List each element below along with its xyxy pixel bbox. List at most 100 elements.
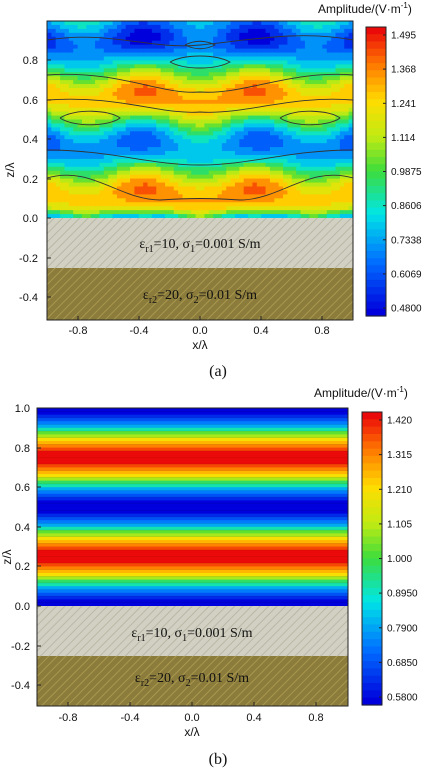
panel-b-y-ticks: 1.0 0.8 0.6 0.4 0.2 0.0 -0.2 -0.4	[11, 403, 41, 692]
panel-a-xtick: 0.0	[192, 325, 207, 337]
panel-a-colorbar-title: Amplitude/(V·m-1)	[318, 1, 412, 16]
panel-b-band	[37, 408, 348, 412]
panel-b-ytick: -0.2	[11, 641, 30, 653]
panel-b-colorbar-tick: 0.8950	[387, 589, 418, 600]
panel-b-ytick: 0.2	[15, 561, 30, 573]
panel-a-colorbar-tick: 0.7338	[391, 235, 422, 246]
panel-b-band	[37, 414, 348, 419]
panel-b-band	[37, 503, 348, 508]
panel-b-band	[37, 444, 348, 449]
panel-b-band	[37, 487, 348, 492]
panel-b-xtick: 0.8	[308, 712, 323, 724]
panel-b-band	[37, 490, 348, 495]
panel-b-band	[37, 513, 348, 518]
panel-a-contour-line	[47, 35, 353, 47]
panel-a-layer-2	[47, 268, 353, 320]
panel-a-layer-1-label: εr1=10, σ1=0.001 S/m	[139, 237, 260, 255]
panel-b-band	[37, 457, 348, 462]
panel-a-xtick: 0.4	[253, 325, 268, 337]
panel-a-xtick: -0.4	[130, 325, 149, 337]
panel-b-band	[37, 533, 348, 538]
panel-b-band	[37, 483, 348, 488]
panel-b-colorbar-tick: 1.105	[387, 519, 412, 530]
panel-a-ytick: -0.4	[19, 292, 38, 304]
panel-a-contour-line	[47, 98, 353, 113]
panel-a-colorbar: Amplitude/(V·m-1) 1.495 1.368 1.241 1.114 0.…	[318, 1, 422, 317]
panel-b-colorbar-tick: 1.420	[387, 416, 412, 427]
panel-b-band	[37, 470, 348, 475]
panel-b-band	[37, 467, 348, 472]
panel-a-contour-line	[184, 40, 217, 50]
panel-a-contour-line	[47, 73, 353, 93]
panel-b-colorbar-tick: 1.000	[387, 554, 412, 565]
panel-a-contour-line	[59, 110, 121, 126]
panel-b-colorbar: Amplitude/(V·m-1) 1.420 1.315 1.210 1.105 1.…	[314, 385, 418, 706]
panel-b-band	[37, 424, 348, 429]
panel-b-y-axis-label: z/λ	[0, 549, 14, 564]
panel-b-band	[37, 573, 348, 577]
panel-b-band	[37, 579, 348, 584]
panel-b-band	[37, 586, 348, 591]
panel-a: εr1=10, σ1=0.001 S/m εr2=20, σ2=0.01 S/m…	[3, 1, 422, 380]
panel-b-ytick: -0.4	[11, 680, 30, 692]
panel-b-band	[37, 437, 348, 442]
panel-b-layer-1	[37, 606, 348, 656]
panel-a-ytick: 0.4	[23, 134, 38, 146]
panel-b-band	[37, 549, 348, 554]
panel-b-field-map	[37, 408, 348, 606]
panel-b-x-axis-label: x/λ	[184, 725, 199, 739]
panel-a-colorbar-tick: 1.241	[391, 99, 416, 110]
panel-a-x-ticks: -0.8 -0.4 0.0 0.4 0.8	[69, 316, 330, 337]
panel-b-colorbar-tick: 0.7900	[387, 623, 418, 634]
panel-b: εr1=10, σ1=0.001 S/m εr2=20, σ2=0.01 S/m…	[0, 385, 418, 768]
panel-a-y-ticks: 0.8 0.6 0.4 0.2 0.0 -0.2 -0.4	[19, 55, 51, 304]
panel-b-colorbar-tick: 0.5800	[387, 693, 418, 704]
panel-b-layer-2-label: εr2=20, σ2=0.01 S/m	[135, 671, 249, 689]
panel-b-band	[37, 474, 348, 478]
panel-b-xtick: -0.8	[59, 712, 78, 724]
panel-b-band	[37, 411, 348, 416]
panel-a-ytick: 0.0	[23, 213, 38, 225]
panel-a-layer-2-label: εr2=20, σ2=0.01 S/m	[143, 288, 257, 306]
panel-a-ytick: 0.2	[23, 174, 38, 186]
panel-b-band	[37, 500, 348, 505]
panel-a-caption: (a)	[209, 363, 227, 380]
panel-b-band	[37, 480, 348, 485]
panel-a-ytick: -0.2	[19, 253, 38, 265]
panel-a-colorbar-tick: 1.114	[391, 133, 416, 144]
panel-a-colorbar-tick: 1.368	[391, 65, 416, 76]
panel-b-band	[37, 589, 348, 594]
panel-b-band	[37, 530, 348, 534]
panel-b-xtick: 0.4	[246, 712, 261, 724]
panel-a-ytick: 0.6	[23, 95, 38, 107]
panel-b-ytick: 0.8	[15, 443, 30, 455]
panel-a-x-axis-label: x/λ	[192, 338, 207, 352]
panel-b-layer-1-label: εr1=10, σ1=0.001 S/m	[131, 626, 252, 644]
panel-a-field-map	[47, 21, 353, 218]
panel-b-band	[37, 596, 348, 600]
panel-a-contour-line	[47, 174, 353, 201]
panel-b-band	[37, 559, 348, 564]
panel-a-y-axis-label: z/λ	[3, 162, 17, 177]
panel-a-colorbar-tick: 0.9875	[391, 167, 422, 178]
panel-b-colorbar-title: Amplitude/(V·m-1)	[314, 385, 408, 400]
panel-b-colorbar-tick: 1.315	[387, 450, 412, 461]
panel-b-band	[37, 553, 348, 558]
panel-b-band	[37, 526, 348, 531]
panel-a-colorbar-tick: 0.8606	[391, 201, 422, 212]
panel-b-band	[37, 431, 348, 435]
panel-a-colorbar-tick: 1.495	[391, 31, 416, 42]
panel-b-ytick: 0.0	[15, 601, 30, 613]
panel-b-caption: (b)	[209, 751, 228, 768]
panel-b-band	[37, 566, 348, 571]
panel-b-band	[37, 493, 348, 498]
panel-b-band	[37, 523, 348, 528]
panel-b-band	[37, 592, 348, 597]
panel-b-band	[37, 417, 348, 422]
panel-b-band	[37, 599, 348, 604]
panel-b-band	[37, 556, 348, 561]
panel-b-xtick: -0.4	[121, 712, 140, 724]
panel-b-ytick: 0.6	[15, 482, 30, 494]
panel-b-band	[37, 434, 348, 439]
